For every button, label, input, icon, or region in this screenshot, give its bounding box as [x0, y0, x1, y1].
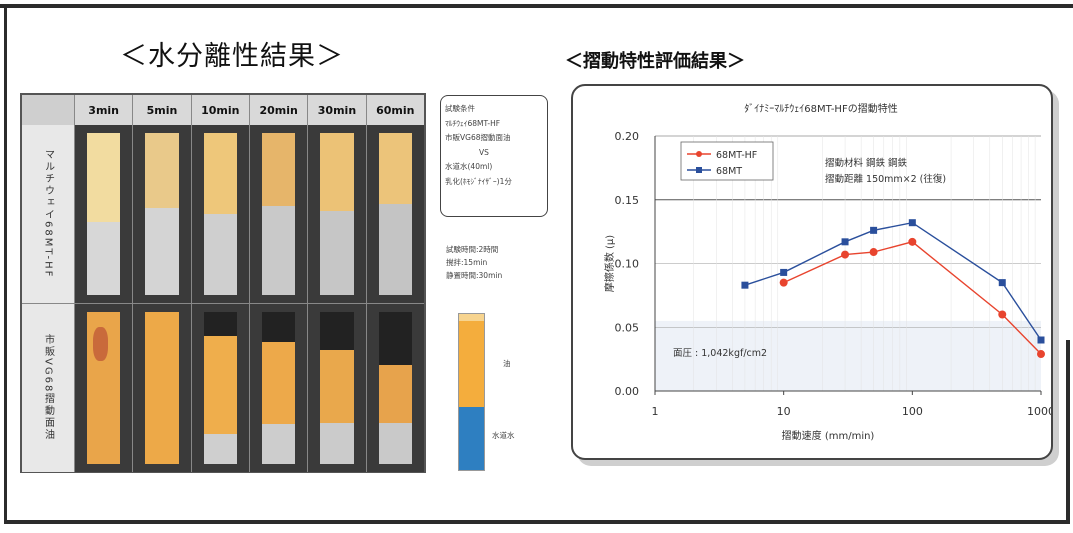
- x-tick-label: 1000: [1027, 405, 1051, 418]
- friction-chart: ﾀﾞｲﾅﾐｰﾏﾙﾁｳｪｲ68MT-HFの摺動特性 0.00 0.05 0.10 0.1…: [603, 102, 1055, 442]
- chart-grid: [655, 135, 1041, 392]
- note-line: 乳化(ﾎﾓｼﾞﾅｲｻﾞｰ)1分: [445, 176, 512, 186]
- data-point-mt: [998, 279, 1006, 287]
- sample-photo: [248, 304, 308, 472]
- commercial-oil-sample-row: [74, 303, 424, 472]
- chart-panel: ﾀﾞｲﾅﾐｰﾏﾙﾁｳｪｲ68MT-HFの摺動特性 0.00 0.05 0.10 0.1…: [571, 84, 1055, 460]
- y-tick-label: 0.10: [615, 258, 640, 271]
- data-point-mt: [870, 226, 878, 234]
- data-point-mt-hf: [869, 248, 878, 257]
- sample-photo: [74, 125, 133, 303]
- note-line: ﾏﾙﾁｳｪｲ68MT-HF: [445, 118, 501, 128]
- oil-water-schematic: [458, 313, 485, 471]
- sample-photo: [307, 125, 366, 303]
- y-tick-label: 0.05: [615, 321, 640, 334]
- data-point-mt: [1037, 336, 1045, 344]
- sample-photo: [190, 125, 249, 303]
- cond-line: 静置時間:30min: [446, 271, 503, 280]
- contact-pressure-annotation: 面圧 : 1,042kgf/cm2: [673, 348, 767, 359]
- legend-label: 68MT: [716, 166, 742, 177]
- time-header: 10min: [190, 95, 249, 125]
- oil-layer: [459, 321, 484, 407]
- test-time-notes: 試験時間:2時間 撹拌:15min 静置時間:30min: [446, 243, 502, 282]
- y-tick-label: 0.20: [615, 130, 640, 143]
- sample-photo: [190, 304, 249, 472]
- chart-axes: 0.00 0.05 0.10 0.15 0.20 1 10 100 1000 摺動速度 (mm/m…: [603, 130, 1055, 442]
- frame-bottom: [4, 520, 1069, 524]
- frame-left: [4, 4, 7, 523]
- data-point-mt-hf: [1037, 350, 1045, 359]
- water-layer-label: 水道水: [492, 431, 515, 440]
- data-point-mt: [741, 281, 749, 289]
- legend-label: 68MT-HF: [716, 150, 757, 161]
- time-header: 5min: [132, 95, 191, 125]
- y-axis-label: 摩擦係数 (μ): [603, 235, 616, 292]
- row-label-commercial-oil: 市販VG68摺動面油: [22, 303, 75, 472]
- sample-photo: [132, 125, 191, 303]
- legend-box: [680, 141, 774, 181]
- sample-photo: [307, 304, 366, 472]
- data-point-mt: [908, 219, 916, 227]
- test-conditions-annotation: 摺動距離 150mm×2 (往復): [825, 173, 946, 185]
- data-point-mt-hf: [998, 310, 1007, 319]
- x-axis-label: 摺動速度 (mm/min): [782, 429, 875, 442]
- legend-marker: [696, 167, 702, 173]
- frame-right: [1066, 340, 1070, 524]
- time-header: 30min: [307, 95, 366, 125]
- chart-legend: 68MT-HF 68MT: [680, 141, 774, 181]
- time-header: 20min: [248, 95, 308, 125]
- cond-line: 試験時間:2時間: [446, 245, 499, 254]
- y-tick-label: 0.00: [615, 385, 640, 398]
- sample-photo: [365, 304, 424, 472]
- plot-band: [655, 320, 1041, 391]
- data-point-mt-hf: [908, 237, 917, 246]
- sample-photo: [248, 125, 308, 303]
- x-tick-label: 100: [902, 405, 923, 418]
- multiway-sample-row: [74, 125, 424, 303]
- note-vs: VS: [479, 147, 489, 157]
- test-conditions-box: 試験条件 ﾏﾙﾁｳｪｲ68MT-HF 市販VG68摺動面油 VS 水道水(40m…: [440, 95, 548, 217]
- y-tick-label: 0.15: [615, 194, 640, 207]
- chart-title: ﾀﾞｲﾅﾐｰﾏﾙﾁｳｪｲ68MT-HFの摺動特性: [744, 102, 897, 115]
- test-conditions-annotation: 摺動材料 鋼鉄 鋼鉄: [825, 157, 908, 169]
- sample-photo: [74, 304, 133, 472]
- note-line: 試験条件: [445, 104, 475, 113]
- time-header-row: 3min 5min 10min 20min 30min 60min: [74, 95, 424, 125]
- water-separation-table: 3min 5min 10min 20min 30min 60min マルチウェイ…: [20, 93, 426, 473]
- sample-photo: [365, 125, 424, 303]
- chart-series: [741, 219, 1045, 359]
- x-tick-label: 1: [652, 405, 659, 418]
- data-point-mt: [841, 238, 849, 246]
- cond-line: 撹拌:15min: [446, 258, 488, 267]
- oil-layer-label: 油: [503, 359, 511, 368]
- sliding-characteristics-title: ＜摺動特性評価結果＞: [565, 51, 745, 72]
- legend-marker: [696, 151, 702, 157]
- time-header: 3min: [74, 95, 133, 125]
- data-point-mt: [780, 268, 788, 276]
- frame-top: [0, 4, 1073, 8]
- water-layer: [459, 407, 484, 470]
- water-separation-title: ＜水分離性結果＞: [120, 41, 344, 72]
- emulsion-layer: [459, 314, 484, 321]
- note-line: 水道水(40ml): [445, 162, 493, 171]
- x-tick-label: 10: [777, 405, 791, 418]
- row-label-multiway: マルチウェイ68MT-HF: [22, 125, 75, 303]
- sample-photo: [132, 304, 191, 472]
- note-line: 市販VG68摺動面油: [445, 133, 511, 142]
- series-line-mt-hf: [783, 241, 1042, 355]
- data-point-mt-hf: [779, 278, 788, 287]
- time-header: 60min: [365, 95, 424, 125]
- data-point-mt-hf: [841, 250, 850, 259]
